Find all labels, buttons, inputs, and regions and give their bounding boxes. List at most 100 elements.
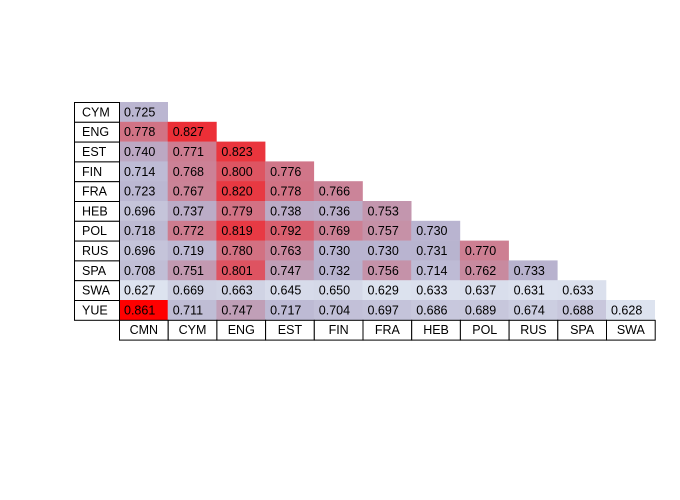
heatmap-cell-fill	[313, 260, 363, 281]
heatmap-cell: 0.723	[119, 181, 168, 202]
column-label-text: RUS	[520, 323, 546, 337]
heatmap-cell-value: 0.738	[270, 204, 301, 218]
heatmap-cell-fill	[119, 280, 168, 301]
row-label-box	[74, 300, 120, 321]
heatmap-cell-value: 0.740	[124, 145, 155, 159]
heatmap-cell-value: 0.778	[270, 185, 301, 199]
heatmap-cell: 0.631	[508, 280, 558, 301]
heatmap-cell: 0.714	[119, 161, 168, 182]
heatmap-cell-fill	[362, 220, 412, 241]
heatmap-cell-fill	[167, 260, 217, 281]
column-label: SWA	[606, 319, 656, 341]
heatmap-cell-fill	[313, 201, 363, 222]
column-label: EST	[265, 319, 315, 341]
column-label-box	[606, 319, 656, 341]
row-label-text: CYM	[82, 105, 110, 119]
heatmap-cell: 0.772	[167, 220, 217, 241]
heatmap-cell-fill	[167, 201, 217, 222]
heatmap-cell: 0.674	[508, 300, 558, 321]
heatmap-cell-fill	[167, 181, 217, 202]
heatmap-cell-value: 0.792	[270, 224, 301, 238]
heatmap-cell: 0.801	[216, 260, 266, 281]
heatmap-cell-fill	[119, 102, 168, 123]
column-label: ENG	[216, 319, 267, 341]
heatmap-cell: 0.861	[119, 300, 168, 321]
heatmap-cell: 0.747	[265, 260, 315, 281]
heatmap-cell-value: 0.756	[368, 264, 399, 278]
row-labels: CYM ENG EST FIN FRA HEB POL RUS SPA SWA YUE	[74, 102, 120, 321]
heatmap-cell: 0.737	[167, 201, 217, 222]
heatmap-cell-value: 0.768	[173, 165, 204, 179]
column-label: FRA	[362, 319, 413, 341]
column-label: SPA	[557, 319, 607, 341]
heatmap-cells: 0.725 0.778 0.827 0.740 0.771 0.823 0.714 0.768…	[119, 102, 655, 321]
heatmap-cell: 0.768	[167, 161, 217, 182]
column-label-text: FRA	[375, 323, 401, 337]
heatmap-cell-value: 0.689	[465, 303, 496, 317]
heatmap-cell: 0.800	[216, 161, 266, 182]
heatmap-cell-value: 0.801	[221, 264, 252, 278]
heatmap-cell: 0.697	[362, 300, 412, 321]
heatmap-cell: 0.780	[216, 240, 266, 261]
heatmap-cell: 0.718	[119, 220, 168, 241]
column-label-text: SWA	[617, 323, 646, 337]
heatmap-cell: 0.730	[411, 220, 461, 241]
heatmap-cell-fill	[411, 220, 461, 241]
heatmap-cell: 0.686	[411, 300, 461, 321]
heatmap-cell-fill	[119, 121, 168, 142]
heatmap-cell: 0.704	[313, 300, 363, 321]
heatmap-cell: 0.778	[119, 121, 168, 142]
heatmap-cell-value: 0.772	[173, 224, 204, 238]
heatmap-cell: 0.669	[167, 280, 217, 301]
heatmap-cell-fill	[167, 240, 217, 261]
heatmap-cell-fill	[362, 240, 412, 261]
heatmap-cell: 0.708	[119, 260, 168, 281]
heatmap-cell-value: 0.629	[368, 284, 399, 298]
heatmap-cell: 0.725	[119, 102, 168, 123]
heatmap-cell: 0.714	[411, 260, 461, 281]
heatmap-cell-value: 0.757	[368, 224, 399, 238]
heatmap-cell-fill	[167, 220, 217, 241]
heatmap-cell: 0.633	[557, 280, 607, 301]
heatmap-cell-fill	[557, 280, 607, 301]
heatmap-cell-fill	[265, 260, 315, 281]
heatmap-cell: 0.779	[216, 201, 266, 222]
row-label-text: FRA	[82, 185, 108, 199]
heatmap-cell-fill	[411, 240, 461, 261]
heatmap-cell-fill	[459, 240, 509, 261]
row-label-text: RUS	[82, 244, 108, 258]
row-label-text: POL	[82, 224, 107, 238]
heatmap-cell: 0.629	[362, 280, 412, 301]
row-label: HEB	[74, 201, 120, 222]
heatmap-cell-value: 0.714	[416, 264, 447, 278]
heatmap-cell-fill	[313, 220, 363, 241]
heatmap-cell: 0.650	[313, 280, 363, 301]
heatmap-cell-fill	[313, 280, 363, 301]
heatmap-cell-fill	[557, 300, 607, 321]
column-label-text: POL	[472, 323, 497, 337]
heatmap-cell-value: 0.827	[173, 125, 204, 139]
heatmap-cell-value: 0.861	[124, 303, 155, 317]
heatmap-cell: 0.730	[313, 240, 363, 261]
heatmap-cell-value: 0.688	[562, 303, 593, 317]
heatmap-cell: 0.792	[265, 220, 315, 241]
heatmap-cell-fill	[119, 260, 168, 281]
heatmap-cell-value: 0.627	[124, 284, 155, 298]
heatmap-cell: 0.711	[167, 300, 217, 321]
heatmap-cell: 0.733	[508, 260, 558, 281]
heatmap-cell-fill	[313, 300, 363, 321]
heatmap-cell-fill	[459, 260, 509, 281]
heatmap-cell-value: 0.633	[562, 284, 593, 298]
row-label-text: EST	[82, 145, 107, 159]
heatmap-cell: 0.776	[265, 161, 315, 182]
heatmap-cell-fill	[362, 280, 412, 301]
heatmap-cell-value: 0.762	[465, 264, 496, 278]
heatmap-cell-fill	[167, 300, 217, 321]
heatmap-cell-value: 0.733	[514, 264, 545, 278]
heatmap-cell-fill	[216, 300, 266, 321]
heatmap-cell: 0.757	[362, 220, 412, 241]
heatmap-cell-value: 0.637	[465, 284, 496, 298]
column-label: FIN	[313, 319, 364, 341]
heatmap-cell-value: 0.708	[124, 264, 155, 278]
heatmap-cell-value: 0.778	[124, 125, 155, 139]
